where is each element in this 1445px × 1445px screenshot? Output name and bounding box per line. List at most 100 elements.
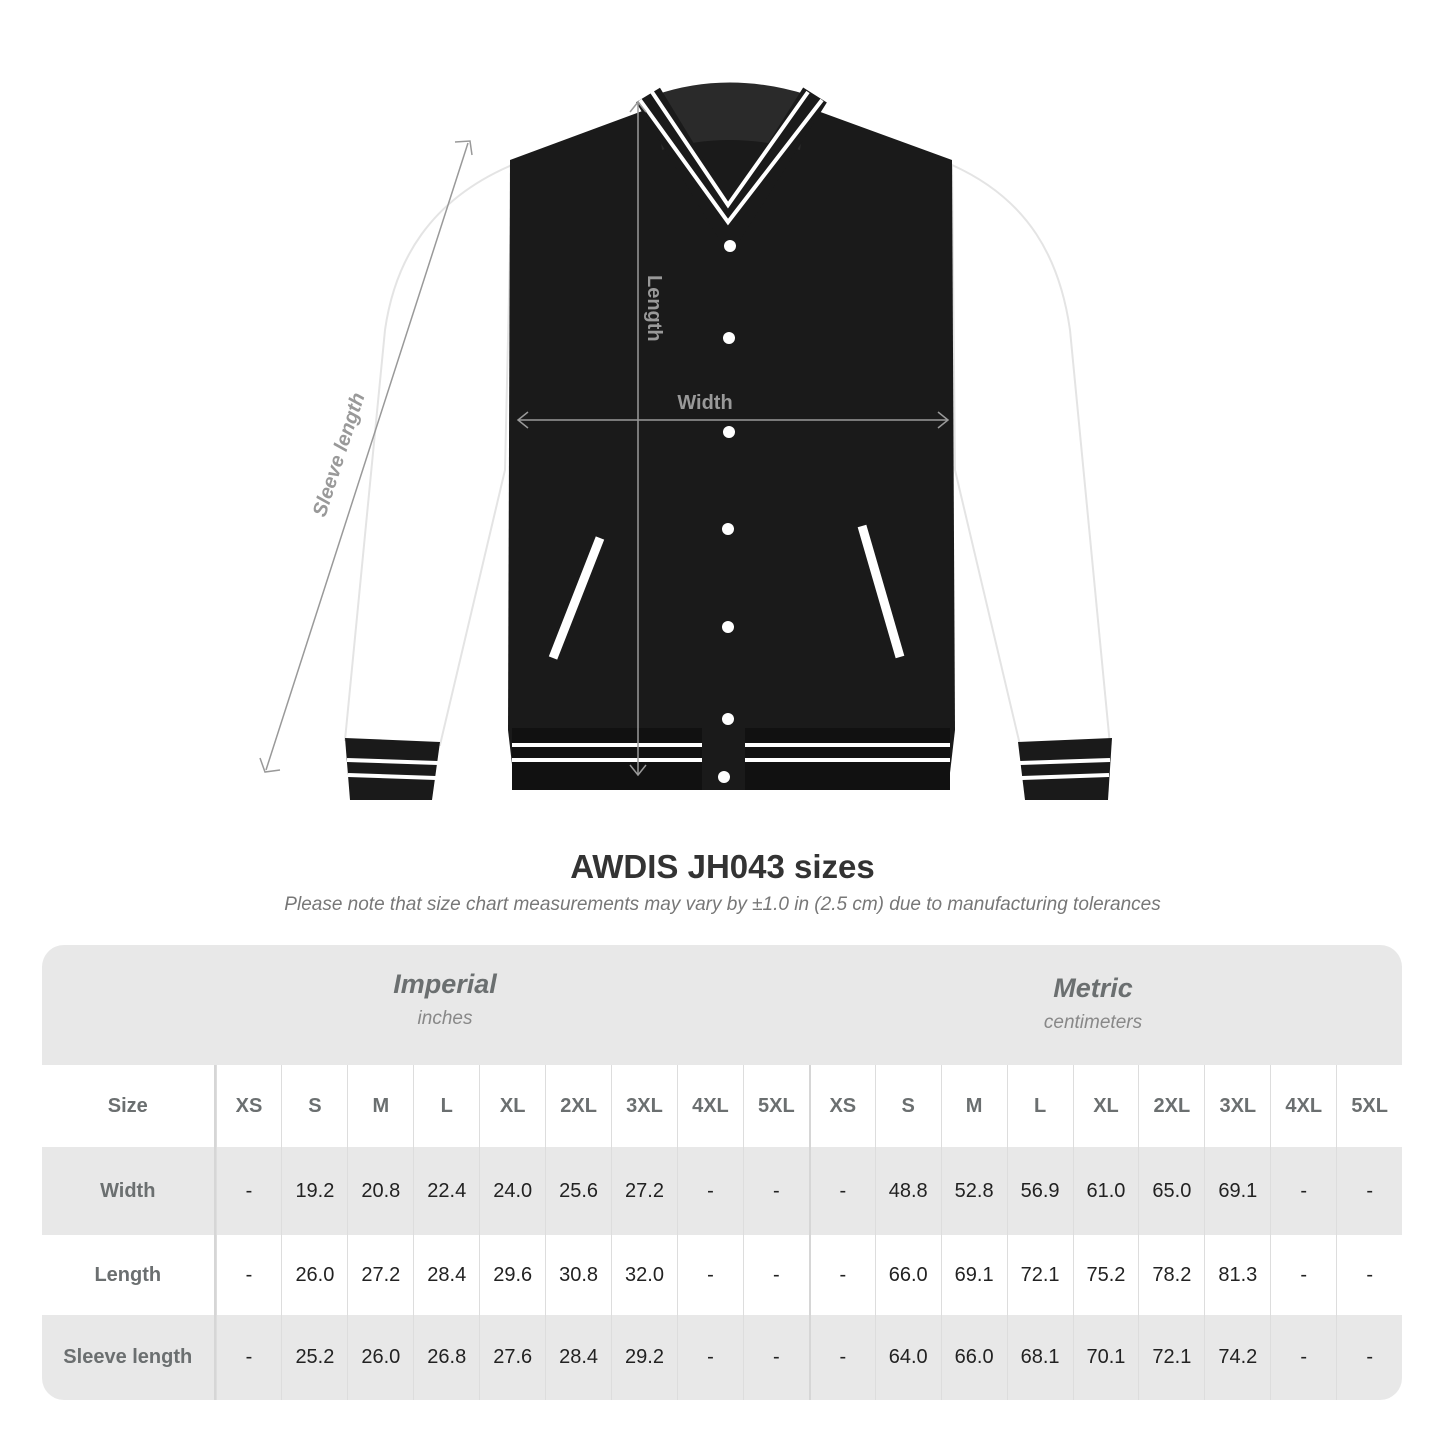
metric-value: 78.2 (1138, 1235, 1204, 1315)
imperial-value: 30.8 (545, 1235, 611, 1315)
row-label: Sleeve length (42, 1315, 216, 1400)
imperial-value: 27.2 (347, 1235, 413, 1315)
metric-value: 72.1 (1138, 1315, 1204, 1400)
metric-value: 69.1 (940, 1235, 1007, 1315)
metric-size-m: M (940, 1065, 1007, 1147)
metric-value: 64.0 (874, 1315, 941, 1400)
imperial-value: 32.0 (611, 1235, 677, 1315)
metric-value: - (1336, 1147, 1402, 1235)
imperial-value: 25.6 (545, 1147, 611, 1235)
imperial-value: 27.2 (611, 1147, 677, 1235)
length-label: Length (643, 275, 665, 342)
metric-value: 66.0 (940, 1315, 1007, 1400)
imperial-size-m: M (347, 1065, 413, 1147)
metric-value: 69.1 (1204, 1147, 1270, 1235)
metric-value: 70.1 (1072, 1315, 1139, 1400)
imperial-value: 22.4 (413, 1147, 479, 1235)
sleeve-length-arrow (265, 142, 469, 771)
imperial-size-3xl: 3XL (611, 1065, 677, 1147)
metric-value: 81.3 (1204, 1235, 1270, 1315)
metric-value: 52.8 (940, 1147, 1007, 1235)
imperial-value: 28.4 (545, 1315, 611, 1400)
imperial-value: - (215, 1315, 282, 1400)
unit-header: Imperial inches Metric centimeters (42, 945, 1402, 1065)
imperial-value: 26.0 (347, 1315, 413, 1400)
imperial-value: 19.2 (281, 1147, 347, 1235)
left-pocket (548, 536, 605, 660)
size-label: Size (42, 1065, 216, 1147)
size-header-row: Size XS S M L XL 2XL 3XL 4XL 5XL XS S M L XL 2XL 3XL 4XL 5… (42, 1065, 1402, 1147)
left-cuff (345, 738, 440, 800)
table-row: Width -19.2 20.8 22.4 24.0 25.6 27.2- - -48.8 52.… (42, 1147, 1402, 1235)
tolerance-note: Please note that size chart measurements… (284, 894, 1161, 915)
metric-value: - (808, 1235, 875, 1315)
jacket-illustration: Length Width Sleeve length (259, 82, 1112, 800)
width-label: Width (677, 392, 732, 414)
imperial-size-s: S (281, 1065, 347, 1147)
imperial-unit: inches (417, 1008, 473, 1029)
metric-value: 75.2 (1072, 1235, 1139, 1315)
metric-value: - (808, 1315, 875, 1400)
metric-value: 68.1 (1006, 1315, 1073, 1400)
imperial-value: 24.0 (479, 1147, 545, 1235)
imperial-value: 28.4 (413, 1235, 479, 1315)
metric-size-3xl: 3XL (1204, 1065, 1270, 1147)
size-table: Imperial inches Metric centimeters Size X… (42, 945, 1402, 1400)
metric-size-xs: XS (808, 1065, 875, 1147)
metric-value: - (1336, 1235, 1402, 1315)
imperial-value: - (742, 1315, 809, 1400)
metric-size-s: S (874, 1065, 941, 1147)
imperial-value: 29.2 (611, 1315, 677, 1400)
metric-size-xl: XL (1072, 1065, 1139, 1147)
metric-size-5xl: 5XL (1336, 1065, 1402, 1147)
metric-value: - (1270, 1147, 1336, 1235)
imperial-value: 26.8 (413, 1315, 479, 1400)
metric-value: 74.2 (1204, 1315, 1270, 1400)
metric-value: 48.8 (874, 1147, 941, 1235)
imperial-size-xs: XS (215, 1065, 282, 1147)
imperial-value: 26.0 (281, 1235, 347, 1315)
metric-size-l: L (1006, 1065, 1073, 1147)
table-row: Sleeve length -25.2 26.0 26.8 27.6 28.4 29.2- -… (42, 1315, 1402, 1400)
metric-value: 66.0 (874, 1235, 941, 1315)
table-row: Length -26.0 27.2 28.4 29.6 30.8 32.0- - -66.0 69… (42, 1235, 1402, 1315)
imperial-title: Imperial (393, 969, 497, 999)
metric-value: 65.0 (1138, 1147, 1204, 1235)
jacket-body (508, 110, 955, 790)
imperial-value: 29.6 (479, 1235, 545, 1315)
left-sleeve (343, 163, 514, 747)
right-pocket (857, 524, 905, 659)
imperial-value: 27.6 (479, 1315, 545, 1400)
snap-buttons (718, 240, 736, 783)
imperial-value: - (215, 1235, 282, 1315)
page-title: AWDIS JH043 sizes (570, 848, 875, 885)
imperial-header: Imperial inches (245, 969, 645, 1030)
sleeve-length-label: Sleeve length (309, 390, 370, 519)
metric-value: 56.9 (1006, 1147, 1073, 1235)
row-label: Length (42, 1235, 216, 1315)
metric-title: Metric (1053, 973, 1133, 1003)
imperial-value: - (215, 1147, 282, 1235)
metric-unit: centimeters (1043, 1012, 1143, 1033)
imperial-size-2xl: 2XL (545, 1065, 611, 1147)
imperial-size-l: L (413, 1065, 479, 1147)
imperial-size-xl: XL (479, 1065, 545, 1147)
metric-value: - (1270, 1315, 1336, 1400)
metric-header: Metric centimeters (893, 973, 1293, 1034)
imperial-value: 20.8 (347, 1147, 413, 1235)
metric-value: 61.0 (1072, 1147, 1139, 1235)
imperial-size-4xl: 4XL (676, 1065, 743, 1147)
imperial-value: - (676, 1235, 743, 1315)
metric-value: - (1336, 1315, 1402, 1400)
imperial-value: - (676, 1147, 743, 1235)
imperial-value: 25.2 (281, 1315, 347, 1400)
metric-value: - (1270, 1235, 1336, 1315)
metric-value: - (808, 1147, 875, 1235)
right-cuff (1018, 738, 1112, 800)
metric-size-2xl: 2XL (1138, 1065, 1204, 1147)
row-label: Width (42, 1147, 216, 1235)
metric-value: 72.1 (1006, 1235, 1073, 1315)
right-sleeve (950, 163, 1112, 746)
imperial-value: - (742, 1147, 809, 1235)
metric-size-4xl: 4XL (1270, 1065, 1336, 1147)
